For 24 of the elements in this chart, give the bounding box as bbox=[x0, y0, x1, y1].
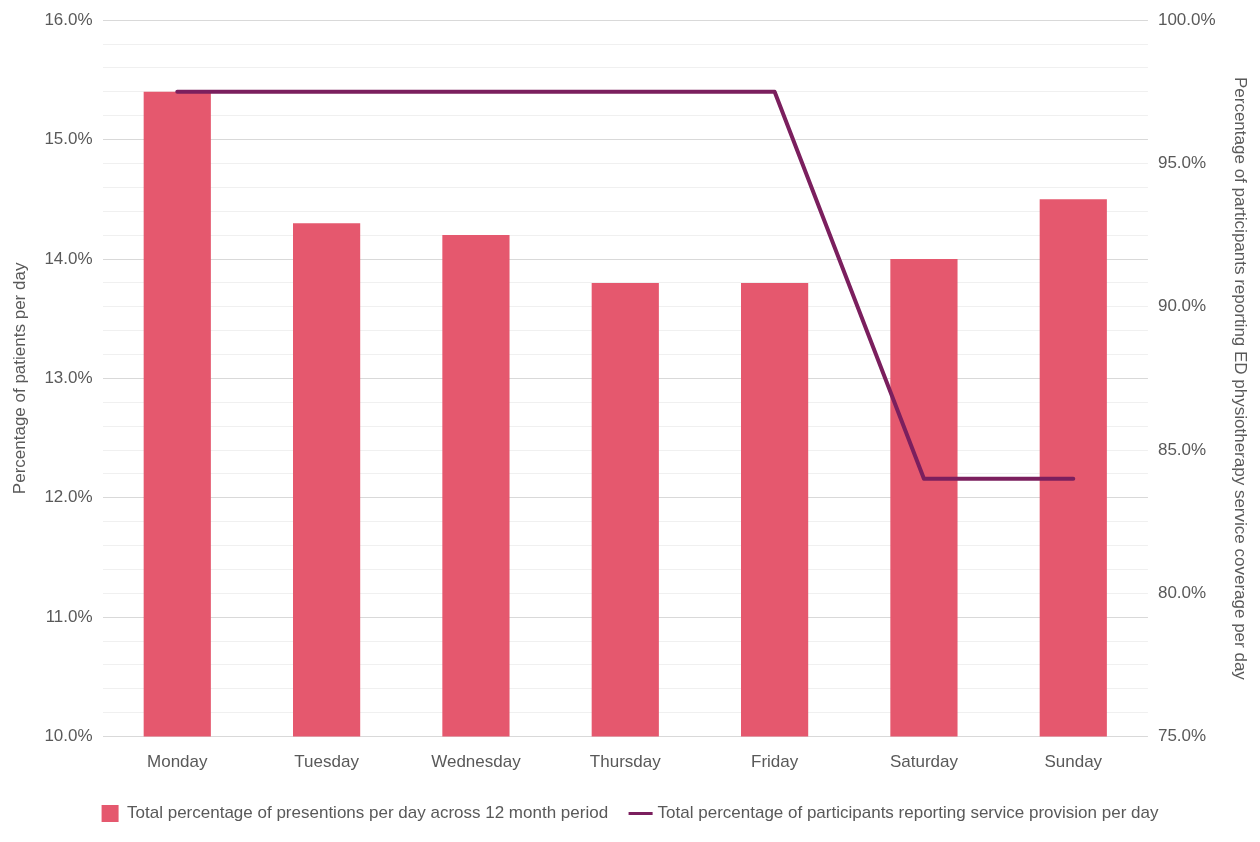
y-tick-label: 10.0% bbox=[44, 726, 93, 746]
y-tick-label: 16.0% bbox=[44, 9, 93, 29]
y-tick-label: 15.0% bbox=[44, 129, 93, 149]
y2-tick-label: 90.0% bbox=[1157, 296, 1207, 316]
y2-tick-label: 95.0% bbox=[1157, 153, 1207, 173]
y-tick-label: 11.0% bbox=[45, 606, 93, 626]
y2-tick-label: 75.0% bbox=[1157, 726, 1207, 746]
x-tick-label: Wednesday bbox=[431, 752, 522, 772]
legend-label: Total percentage of participants reporting service provision per day bbox=[657, 803, 1159, 823]
y2-tick-label: 100.0% bbox=[1157, 9, 1216, 29]
y-axis-title: Percentage of patients per day bbox=[9, 262, 29, 495]
x-tick-label: Monday bbox=[147, 752, 209, 772]
x-tick-label: Friday bbox=[750, 752, 799, 772]
y-tick-label: 13.0% bbox=[44, 368, 93, 388]
x-tick-label: Saturday bbox=[889, 752, 959, 772]
y2-tick-label: 80.0% bbox=[1157, 583, 1207, 603]
x-tick-label: Sunday bbox=[1044, 752, 1103, 772]
x-tick-label: Tuesday bbox=[294, 752, 360, 772]
y2-axis-title: Percentage of participants reporting ED physiotherapy service coverage per day bbox=[1231, 76, 1251, 681]
y2-tick-label: 85.0% bbox=[1157, 439, 1207, 459]
y-tick-label: 12.0% bbox=[44, 487, 93, 507]
legend-label: Total percentage of presentions per day across 12 month period bbox=[127, 803, 609, 823]
y-tick-label: 14.0% bbox=[44, 248, 93, 268]
x-tick-label: Thursday bbox=[589, 752, 662, 772]
